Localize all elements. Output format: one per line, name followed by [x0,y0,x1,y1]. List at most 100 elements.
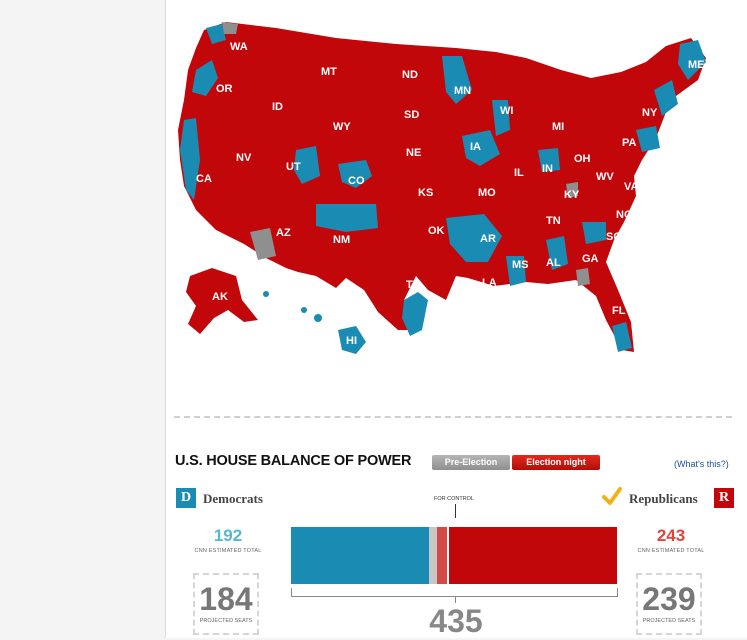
whats-this-link[interactable]: (What's this?) [674,459,729,469]
democrat-estimated-label: CNN ESTIMATED TOTAL [194,548,262,554]
hawaii-island [263,291,269,297]
dem-region [506,256,526,286]
dem-region [442,56,472,104]
state-label: ID [272,101,283,113]
republican-name: Republicans [629,491,698,506]
us-mainland-shape [178,22,706,352]
state-label: MN [454,85,471,97]
state-label: LA [482,277,497,289]
total-bracket [291,588,618,597]
state-label: OR [216,83,233,95]
balance-bar [291,527,617,584]
state-label: ND [402,69,418,81]
bar-undecided-segment [429,527,437,584]
state-label: AK [212,291,228,303]
balance-title: U.S. HOUSE BALANCE OF POWER [175,453,412,469]
democrat-estimated-total: 192 [213,526,243,545]
democrat-projected-box: 184 PROJECTED SEATS [193,573,259,635]
hawaii-island [301,307,307,313]
state-label: WY [333,121,351,133]
dem-region [462,130,500,166]
state-label: NC [616,209,632,221]
state-label: WI [500,105,513,117]
state-label: KS [418,187,433,199]
state-label: NV [236,152,252,164]
republican-projected-label: PROJECTED SEATS [642,618,696,624]
state-label: UT [286,161,301,173]
dem-region [582,222,606,244]
dem-region [180,118,200,200]
state-label: AL [546,257,561,269]
total-seats: 435 [429,603,483,639]
state-label: KY [564,189,580,201]
state-label: NE [406,147,421,159]
state-label: CO [348,175,365,187]
left-gutter [0,0,166,638]
bar-democrat-segment [291,527,429,584]
total-bracket-stem [455,597,456,603]
state-label: IA [470,141,481,153]
bar-republican-edge [449,527,454,584]
republican-estimated-label: CNN ESTIMATED TOTAL [637,548,705,554]
state-label: CA [196,173,212,185]
dem-region [612,322,632,352]
dem-region [206,24,226,44]
dem-region [192,60,218,96]
us-house-map[interactable]: WA OR CA NV ID MT WY UT AZ NM CO ND SD N… [166,0,747,405]
tab-pre-election[interactable]: Pre-Election [432,455,510,470]
state-label: IN [542,163,553,175]
state-label: GA [582,253,599,265]
dem-region [316,204,378,232]
bar-republican-segment [454,527,617,584]
hawaii-island [314,314,322,322]
republican-estimated-total: 243 [656,526,686,545]
bar-lean-republican-segment [437,527,447,584]
state-label: AR [480,233,496,245]
state-label: WV [596,171,614,183]
state-label: ME [688,59,705,71]
hawaii-shape [338,326,366,354]
alaska-shape [186,268,258,334]
dem-region [546,236,568,270]
state-label: TX [406,279,421,291]
undecided-region [576,268,590,286]
content-panel: WA OR CA NV ID MT WY UT AZ NM CO ND SD N… [166,0,747,639]
state-label: PA [622,137,637,149]
state-label: MS [512,259,529,271]
dem-region [636,126,660,152]
dem-region [294,146,320,184]
state-label: FL [612,305,626,317]
state-label: TN [546,215,561,227]
state-label: MT [321,66,337,78]
dem-region [338,160,372,188]
for-control-label: FOR CONTROL [433,496,475,502]
state-label: MO [478,187,496,199]
democrat-badge: D [176,488,196,508]
republican-projected-box: 239 PROJECTED SEATS [636,573,702,635]
democrat-name: Democrats [203,491,263,506]
state-label: HI [346,335,357,347]
dem-region [654,80,678,116]
state-label: IL [514,167,524,179]
undecided-region [222,22,238,34]
state-label: OK [428,225,445,237]
dem-region [446,214,502,262]
state-label: OH [574,153,591,165]
bar-control-line [447,527,449,584]
undecided-region [250,228,276,260]
tab-election-night[interactable]: Election night [512,455,600,470]
state-label: SD [404,109,419,121]
republican-projected-seats: 239 [642,581,696,617]
dem-region [538,148,560,172]
democrat-projected-seats: 184 [199,581,253,617]
state-label: AZ [276,227,291,239]
state-label: WA [230,41,248,53]
dem-region [402,292,428,336]
section-divider [174,416,732,418]
control-marker [455,504,456,518]
undecided-region [566,182,578,198]
state-label: NM [333,234,350,246]
state-label: VA [624,181,639,193]
democrat-projected-label: PROJECTED SEATS [199,618,253,624]
dem-region [492,100,510,136]
